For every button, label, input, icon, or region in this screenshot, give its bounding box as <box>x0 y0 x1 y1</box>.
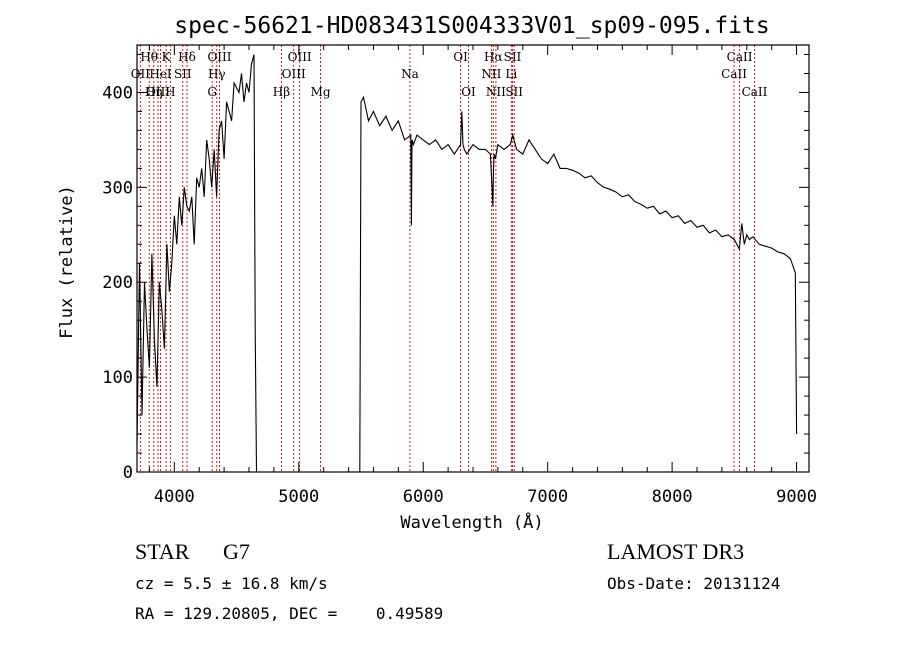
line-label-1: OII <box>131 67 151 81</box>
line-markers <box>139 45 755 472</box>
line-label-9: OIII <box>207 50 231 64</box>
x-tick-label-8000: 8000 <box>652 487 693 507</box>
y-tick-label-400: 400 <box>102 83 133 103</box>
line-label-22: SII <box>504 50 522 64</box>
y-tick-label-100: 100 <box>102 368 133 388</box>
line-label-12: OIII <box>288 50 312 64</box>
line-label-11: G <box>207 85 217 99</box>
line-label-2: OIII <box>146 85 170 99</box>
x-tick-label-5000: 5000 <box>278 487 319 507</box>
line-label-3: K <box>162 50 172 64</box>
line-label-19: Hα <box>484 50 503 64</box>
x-tick-label-7000: 7000 <box>527 487 568 507</box>
x-tick-label-9000: 9000 <box>776 487 817 507</box>
coords-text: RA = 129.20805, DEC = 0.49589 <box>135 604 444 623</box>
x-tick-label-6000: 6000 <box>403 487 444 507</box>
x-axis-label: Wavelength (Å) <box>400 511 543 533</box>
line-label-15: Mg <box>311 85 331 99</box>
line-label-23: Li <box>505 67 517 81</box>
line-label-27: CaII <box>742 85 768 99</box>
line-label-17: OI <box>453 50 468 64</box>
y-tick-label-300: 300 <box>102 178 133 198</box>
line-label-25: CaII <box>727 50 753 64</box>
subclass-text: G7 <box>222 539 250 564</box>
obs-date-text: Obs-Date: 20131124 <box>607 574 781 593</box>
line-label-8: H <box>165 85 175 99</box>
redshift-text: cz = 5.5 ± 16.8 km/s <box>135 574 328 593</box>
y-axis: 0 100 200 300 400 <box>102 53 809 483</box>
line-label-24: SII <box>505 85 523 99</box>
line-label-7: SII <box>174 67 192 81</box>
line-label-14: Hβ <box>273 85 290 99</box>
line-label-5: Hη <box>145 85 163 99</box>
survey-name: LAMOST DR3 <box>607 539 745 564</box>
y-axis-label: Flux (relative) <box>57 185 77 339</box>
y-tick-label-0: 0 <box>123 463 133 483</box>
line-label-21: NII <box>486 85 506 99</box>
x-tick-label-4000: 4000 <box>154 487 195 507</box>
line-label-26: CaII <box>721 67 747 81</box>
line-label-0: Hθ <box>140 50 158 64</box>
line-label-16: Na <box>401 67 419 81</box>
line-label-13: OIII <box>282 67 306 81</box>
chart-title: spec-56621-HD083431S004333V01_sp09-095.f… <box>174 13 769 39</box>
plot-frame <box>136 44 810 473</box>
object-class: STAR G7 <box>135 539 250 565</box>
line-label-10: Hγ <box>208 67 226 81</box>
line-label-4: HeI <box>149 67 172 81</box>
x-axis: 4000 5000 6000 7000 8000 9000 <box>148 45 817 507</box>
line-label-20: NII <box>481 67 501 81</box>
object-class-text: STAR <box>135 539 190 564</box>
y-tick-label-200: 200 <box>102 273 133 293</box>
spectrum-line <box>136 54 798 473</box>
line-label-6: Hδ <box>178 50 196 64</box>
line-label-18: OI <box>461 85 476 99</box>
